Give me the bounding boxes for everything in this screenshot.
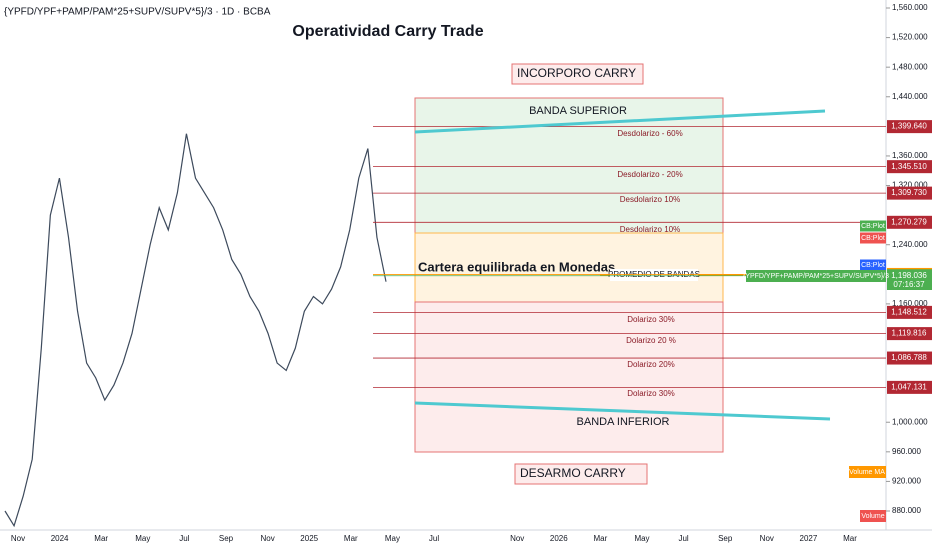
level-label: 1,119.816 (892, 329, 928, 338)
zone-note: Dolarizo 20% (627, 360, 675, 369)
y-tick-label: 1,320.000 (892, 181, 928, 190)
x-tick-label: May (135, 534, 150, 543)
y-tick-label: 1,240.000 (892, 240, 928, 249)
x-tick-label: Sep (718, 534, 733, 543)
level-tag (887, 215, 932, 229)
plot-tag-label: CB:Plot (861, 262, 885, 269)
band-label: BANDA SUPERIOR (529, 105, 627, 117)
plot-tag-label: CB:Plot (861, 235, 885, 242)
label-bg (610, 269, 698, 281)
level-tag (887, 160, 932, 174)
x-tick-label: 2027 (800, 534, 818, 543)
volume-ma-label: Volume MA (849, 469, 885, 476)
volume-ma-tag (849, 466, 886, 478)
level-label: 1,198.036 (891, 271, 927, 280)
level-tag (887, 327, 932, 341)
zone-note: Dolarizo 20 % (626, 336, 676, 345)
x-tick-label: Jul (678, 534, 688, 543)
plot-tag (860, 232, 886, 244)
x-tick-label: Nov (11, 534, 25, 543)
x-tick-label: May (634, 534, 649, 543)
x-tick-label: Nov (260, 534, 274, 543)
plot-tag (860, 259, 886, 271)
x-tick-label: Mar (344, 534, 358, 543)
chart-title: Operatividad Carry Trade (292, 23, 483, 40)
x-tick-label: 2026 (550, 534, 568, 543)
volume-label: Volume (861, 513, 884, 520)
x-tick-label: 2025 (300, 534, 318, 543)
level-label: 1,309.730 (891, 188, 927, 197)
zone-label: INCORPORO CARRY (517, 66, 636, 80)
zone-note: Dolarizo 30% (627, 315, 675, 324)
y-tick-label: 1,000.000 (892, 417, 928, 426)
series-tag (746, 270, 886, 282)
plot-tag-label: CB:Plot (861, 223, 885, 230)
y-tick-label: 1,360.000 (892, 151, 928, 160)
x-tick-label: May (385, 534, 400, 543)
x-tick-label: Nov (760, 534, 774, 543)
zone-green (414, 97, 724, 234)
band-line (414, 401, 831, 421)
zone-note: Desdolarizo - 60% (617, 129, 682, 138)
y-tick-label: 1,560.000 (892, 3, 928, 12)
level-label: 1,086.788 (891, 353, 927, 362)
countdown-tag (887, 279, 932, 290)
level-label: 1,399.640 (891, 122, 927, 131)
zone-note: Desdolarizo - 20% (617, 170, 682, 179)
price-line (4, 133, 387, 528)
level-tag (887, 120, 932, 134)
level-label: 1,047.131 (891, 382, 927, 391)
y-tick-label: 920.000 (892, 477, 921, 486)
x-tick-label: Mar (94, 534, 108, 543)
x-tick-label: Sep (219, 534, 234, 543)
zone-note: Dolarizo 30% (627, 389, 675, 398)
zone-box (514, 463, 648, 485)
x-tick-label: Nov (510, 534, 524, 543)
level-label: 1,345.510 (891, 162, 927, 171)
zone-note: Desdolarizo 10% (620, 225, 680, 234)
x-tick-label: Mar (843, 534, 857, 543)
band-line (414, 109, 826, 134)
level-tag (887, 305, 932, 319)
y-tick-label: 1,520.000 (892, 33, 928, 42)
y-tick-label: 960.000 (892, 447, 921, 456)
level-tag (887, 380, 932, 394)
zone-box (511, 63, 644, 85)
series-tag-label: {YPFD/YPF+PAMP/PAM*25+SUPV/SUPV*5}/3 (743, 273, 889, 280)
volume-tag (860, 510, 886, 522)
band-label: BANDA INFERIOR (577, 416, 670, 428)
plot-tag (860, 220, 886, 232)
x-tick-label: 2024 (51, 534, 69, 543)
countdown: 07:16:37 (893, 280, 925, 289)
y-tick-label: 1,480.000 (892, 62, 928, 71)
zone-label: DESARMO CARRY (520, 466, 626, 480)
zone-note: Desdolarizo 10% (620, 195, 680, 204)
level-label: 1,148.512 (891, 307, 927, 316)
y-tick-label: 1,160.000 (892, 299, 928, 308)
level-tag (887, 269, 932, 283)
zone-red (414, 301, 724, 453)
x-tick-label: Jul (429, 534, 439, 543)
symbol-header: {YPFD/YPF+PAMP/PAM*25+SUPV/SUPV*5}/3 · 1… (4, 7, 271, 18)
level-tag (887, 186, 932, 200)
y-tick-label: 880.000 (892, 506, 921, 515)
x-tick-label: Jul (179, 534, 189, 543)
level-label: 1,270.279 (891, 217, 927, 226)
y-tick-label: 1,440.000 (892, 92, 928, 101)
zone-label: Cartera equilibrada en Monedas (418, 259, 615, 274)
level-tag (887, 351, 932, 365)
x-tick-label: Mar (594, 534, 608, 543)
